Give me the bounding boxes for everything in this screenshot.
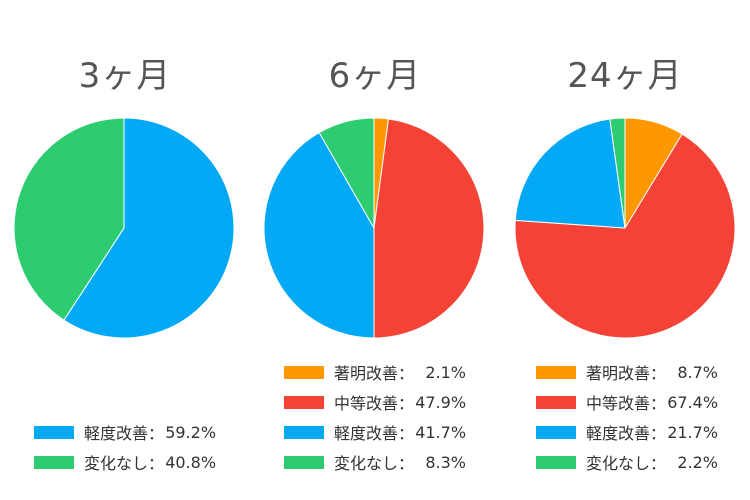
pie-chart [263, 117, 485, 339]
legend-value: 21.7% [667, 422, 719, 442]
legend-swatch [284, 425, 324, 439]
legend-separator: ： [398, 394, 415, 413]
pie-chart [514, 117, 736, 339]
legend-swatch [34, 455, 74, 469]
legend-item: 変化なし： 2.2% [536, 451, 718, 473]
legend-separator: ： [398, 424, 415, 443]
legend-swatch [34, 425, 74, 439]
legend-swatch [536, 395, 576, 409]
legend-item: 著明改善： 2.1% [284, 361, 466, 383]
pie-slice-1 [63, 117, 235, 339]
pie-slice-3 [263, 131, 375, 339]
chart-panel-24m: 24ヶ月 著明改善： 8.7% 中等改善： 67.4% 軽度改善： 21.7% 変化なし： 2… [500, 0, 750, 500]
legend-label: 軽度改善 [84, 424, 149, 443]
legend-item: 軽度改善： 59.2% [34, 421, 216, 443]
pie-slice-2 [373, 118, 485, 339]
pie-slice-4 [318, 117, 375, 230]
legend-separator: ： [650, 424, 667, 443]
legend-separator: ： [398, 454, 415, 473]
legend-separator: ： [650, 364, 667, 383]
legend-item: 変化なし： 40.8% [34, 451, 216, 473]
legend-swatch [284, 365, 324, 379]
legend-label: 中等改善 [586, 394, 651, 413]
legend-value: 2.1% [425, 362, 467, 382]
legend-swatch [284, 455, 324, 469]
legend-separator: ： [398, 364, 415, 383]
legend-label: 著明改善 [586, 364, 651, 383]
legend-label: 著明改善 [334, 364, 399, 383]
legend-value: 8.7% [677, 362, 719, 382]
legend-swatch [284, 395, 324, 409]
chart-title: 24ヶ月 [567, 56, 683, 96]
legend-value: 67.4% [667, 392, 719, 412]
legend-value: 2.2% [677, 452, 719, 472]
legend-separator: ： [650, 394, 667, 413]
pie-slice-3 [514, 118, 626, 229]
chart-title: 3ヶ月 [78, 56, 172, 96]
legend-item: 著明改善： 8.7% [536, 361, 718, 383]
chart-panel-3m: 3ヶ月 軽度改善： 59.2% 変化なし： 40.8% [0, 0, 250, 500]
legend-item: 軽度改善： 21.7% [536, 421, 718, 443]
pie-slice-2 [13, 117, 125, 321]
legend-separator: ： [148, 424, 165, 443]
legend-swatch [536, 365, 576, 379]
legend-label: 軽度改善 [334, 424, 399, 443]
legend-separator: ： [148, 454, 165, 473]
legend-swatch [536, 425, 576, 439]
legend-value: 59.2% [165, 422, 217, 442]
legend-item: 軽度改善： 41.7% [284, 421, 466, 443]
legend-value: 47.9% [415, 392, 467, 412]
legend-label: 軽度改善 [586, 424, 651, 443]
legend-label: 中等改善 [334, 394, 399, 413]
legend-swatch [536, 455, 576, 469]
legend-value: 8.3% [425, 452, 467, 472]
legend-item: 中等改善： 47.9% [284, 391, 466, 413]
legend-item: 中等改善： 67.4% [536, 391, 718, 413]
chart-panel-6m: 6ヶ月 著明改善： 2.1% 中等改善： 47.9% 軽度改善： 41.7% 変化なし： 8.… [250, 0, 500, 500]
chart-title: 6ヶ月 [328, 56, 422, 96]
legend-item: 変化なし： 8.3% [284, 451, 466, 473]
legend-value: 40.8% [165, 452, 217, 472]
legend-value: 41.7% [415, 422, 467, 442]
pie-slice-2 [514, 133, 736, 339]
legend-label: 変化なし [84, 454, 149, 473]
legend-label: 変化なし [334, 454, 399, 473]
pie-slice-4 [609, 117, 626, 229]
legend-separator: ： [650, 454, 667, 473]
legend-label: 変化なし [586, 454, 651, 473]
pie-chart [13, 117, 235, 339]
